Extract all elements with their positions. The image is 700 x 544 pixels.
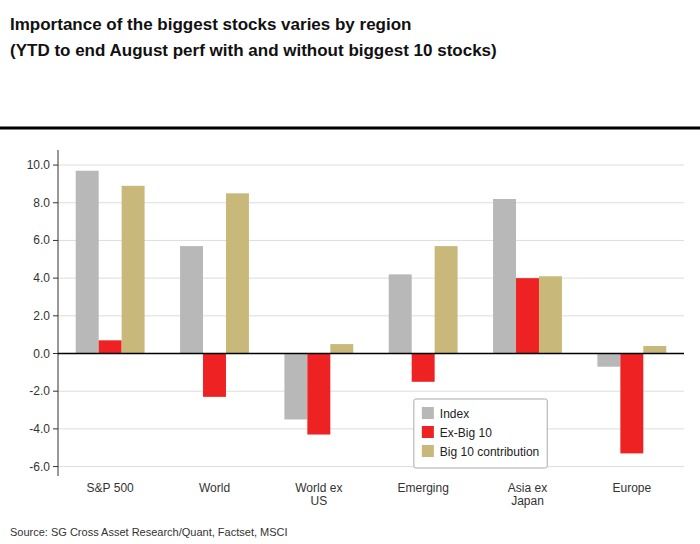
chart: Importance of the biggest stocks varies … xyxy=(0,0,700,544)
y-tick-label: 0.0 xyxy=(33,347,50,361)
x-tick-label-line: World ex xyxy=(295,481,342,495)
grid xyxy=(58,165,684,467)
source: Source: SG Cross Asset Research/Quant, F… xyxy=(10,526,288,538)
x-tick-label: Asia exJapan xyxy=(508,481,547,508)
bar xyxy=(620,354,643,454)
legend-label: Ex-Big 10 xyxy=(440,426,492,440)
legend-swatch xyxy=(422,426,434,438)
y-tick-label: -6.0 xyxy=(29,460,50,474)
y-tick xyxy=(53,428,58,429)
legend-label: Big 10 contribution xyxy=(440,445,539,459)
grid-line xyxy=(58,391,684,392)
x-tick-label: S&P 500 xyxy=(87,481,134,495)
grid-line xyxy=(58,278,684,279)
x-tick-label-line: US xyxy=(310,494,327,508)
y-tick-label: 2.0 xyxy=(33,309,50,323)
bar xyxy=(284,354,307,420)
bar xyxy=(122,186,145,354)
y-tick xyxy=(53,202,58,203)
legend: Index Ex-Big 10 Big 10 contribution xyxy=(414,399,547,468)
grid-line xyxy=(58,315,684,316)
title: Importance of the biggest stocks varies … xyxy=(10,15,412,34)
legend-label: Index xyxy=(440,407,469,421)
page: {"chart_data": { "type": "bar", "title":… xyxy=(0,0,700,544)
y-tick-label: 8.0 xyxy=(33,196,50,210)
x-tick-label: World exUS xyxy=(295,481,342,508)
y-tick xyxy=(53,315,58,316)
grid-line xyxy=(58,240,684,241)
x-tick-label-line: S&P 500 xyxy=(87,481,134,495)
x-tick-label: World xyxy=(199,481,230,495)
x-tick-label-line: World xyxy=(199,481,230,495)
x-tick-label: Europe xyxy=(612,481,651,495)
legend-swatch xyxy=(422,445,434,457)
bar xyxy=(435,246,458,353)
y-tick-label: 10.0 xyxy=(27,158,51,172)
x-tick-label-line: Europe xyxy=(612,481,651,495)
legend-swatch xyxy=(422,407,434,419)
bar xyxy=(643,346,666,354)
x-tick-label: Emerging xyxy=(397,481,448,495)
bar xyxy=(226,193,249,353)
bar xyxy=(597,354,620,367)
y-tick-label: 6.0 xyxy=(33,233,50,247)
grid-line xyxy=(58,428,684,429)
y-tick xyxy=(53,278,58,279)
subtitle: (YTD to end August perf with and without… xyxy=(10,41,497,60)
y-tick xyxy=(53,391,58,392)
bars xyxy=(76,171,667,454)
bar xyxy=(99,340,122,353)
y-axis: -6.0 -4.0 -2.0 0.0 2.0 4.0 6.0 8.0 10.0 xyxy=(27,150,58,476)
background xyxy=(0,0,700,544)
bar xyxy=(307,354,330,435)
bar xyxy=(412,354,435,382)
x-tick-label-line: Japan xyxy=(511,494,544,508)
y-tick xyxy=(53,466,58,467)
zero-line xyxy=(58,353,684,355)
bar xyxy=(330,344,353,353)
bar xyxy=(539,276,562,353)
x-axis: S&P 500 World World exUS Emerging Asia exJap… xyxy=(87,481,652,508)
bar xyxy=(493,199,516,354)
y-tick-label: -2.0 xyxy=(29,384,50,398)
y-axis-line xyxy=(58,150,59,476)
grid-line xyxy=(58,466,684,467)
bar xyxy=(203,354,226,397)
separator xyxy=(0,127,700,130)
bar xyxy=(516,278,539,353)
x-tick-label-line: Emerging xyxy=(397,481,448,495)
grid-line xyxy=(58,353,684,354)
grid-line xyxy=(58,202,684,203)
bar xyxy=(180,246,203,353)
y-tick-label: 4.0 xyxy=(33,271,50,285)
legend-box xyxy=(414,399,547,468)
y-tick xyxy=(53,240,58,241)
y-tick-label: -4.0 xyxy=(29,422,50,436)
x-tick-label-line: Asia ex xyxy=(508,481,547,495)
y-tick xyxy=(53,165,58,166)
bar xyxy=(76,171,99,354)
y-tick xyxy=(53,353,58,354)
grid-line xyxy=(58,165,684,166)
bar xyxy=(389,274,412,353)
